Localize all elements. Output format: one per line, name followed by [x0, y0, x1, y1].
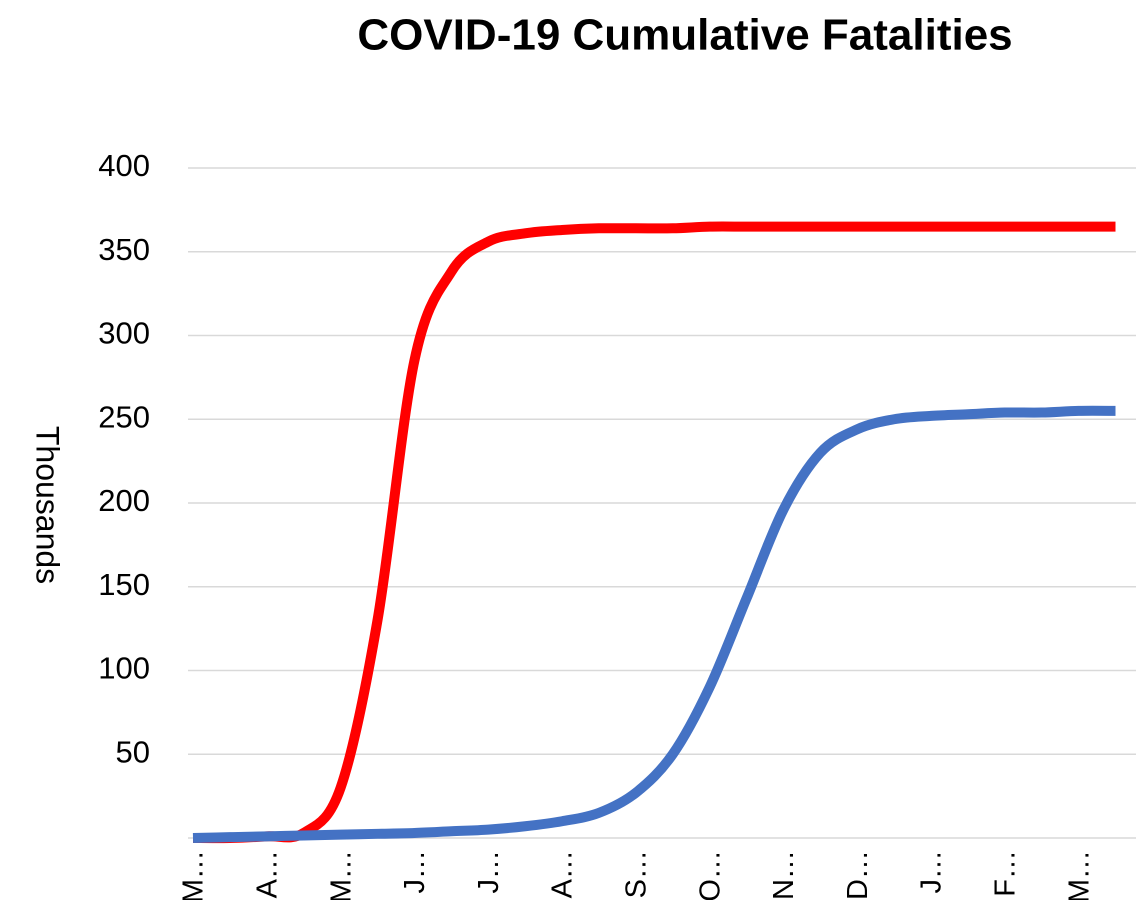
x-tick-label: A… — [251, 850, 283, 898]
x-tick-label: D… — [842, 850, 874, 900]
y-tick-label: 250 — [98, 399, 150, 434]
x-tick-label: M… — [325, 850, 357, 900]
y-tick-label: 400 — [98, 148, 150, 183]
y-tick-label: 300 — [98, 316, 150, 351]
x-tick-label: A… — [547, 850, 579, 898]
y-axis-label: Thousands — [30, 426, 66, 584]
y-tick-label: 150 — [98, 567, 150, 602]
x-tick-label: J… — [473, 850, 505, 894]
x-tick-label: M… — [1063, 850, 1095, 900]
series-line — [192, 405, 1116, 843]
x-tick-label: J… — [916, 850, 948, 894]
y-tick-label: 50 — [116, 734, 150, 769]
y-tick-label: 100 — [98, 651, 150, 686]
x-tick-label: S… — [620, 850, 652, 898]
x-tick-label: F… — [989, 850, 1021, 897]
chart-title: COVID-19 Cumulative Fatalities — [357, 11, 1012, 60]
series-line — [192, 221, 1116, 844]
x-tick-label: O… — [694, 850, 726, 900]
x-tick-label: M… — [178, 850, 210, 900]
y-tick-label: 350 — [98, 232, 150, 267]
x-tick-label: J… — [399, 850, 431, 894]
x-tick-label: N… — [768, 850, 800, 900]
y-tick-label: 200 — [98, 483, 150, 518]
